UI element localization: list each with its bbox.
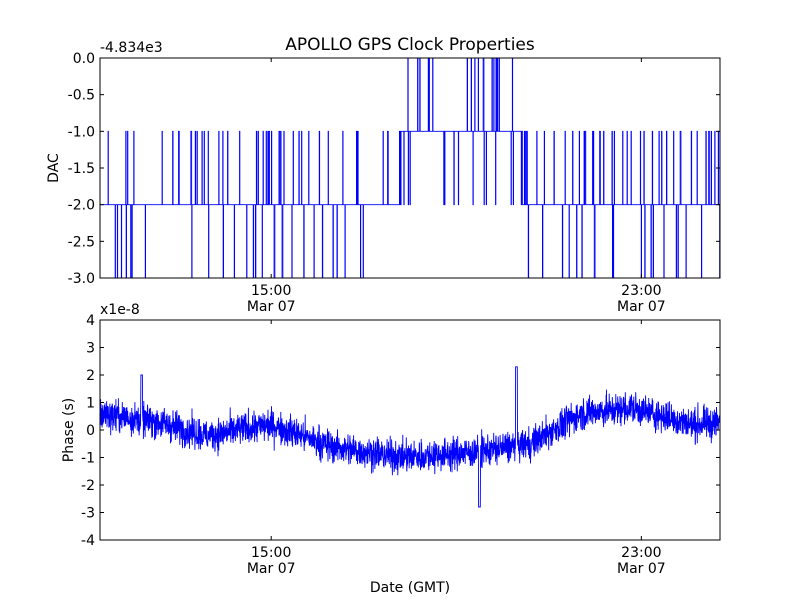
x-tick-time: 15:00 — [251, 545, 291, 561]
axis-offset-label: -4.834e3 — [100, 40, 163, 56]
y-tick-label: 0.0 — [73, 51, 95, 67]
chart-title: APOLLO GPS Clock Properties — [285, 35, 535, 55]
y-tick-label: 3 — [86, 341, 95, 357]
x-tick-date: Mar 07 — [247, 561, 296, 577]
y-axis-label: DAC — [46, 153, 62, 183]
y-axis-label: Phase (s) — [61, 398, 77, 462]
y-tick-label: -1.5 — [68, 161, 95, 177]
y-tick-label: -1.0 — [68, 124, 95, 140]
y-tick-label: -2.0 — [68, 198, 95, 214]
x-tick-date: Mar 07 — [617, 299, 666, 315]
y-tick-label: -3 — [81, 506, 95, 522]
y-tick-label: -3.0 — [68, 271, 95, 287]
x-tick-time: 15:00 — [251, 283, 291, 299]
y-tick-label: 1 — [86, 396, 95, 412]
y-tick-label: 0 — [86, 423, 95, 439]
x-tick-date: Mar 07 — [617, 561, 666, 577]
y-tick-label: -1 — [81, 451, 95, 467]
phase-series-line — [100, 366, 720, 508]
y-tick-label: 4 — [86, 313, 95, 329]
y-tick-label: -2 — [81, 478, 95, 494]
axis-offset-label: x1e-8 — [100, 302, 140, 318]
dac-series-line — [100, 58, 720, 278]
x-tick-date: Mar 07 — [247, 299, 296, 315]
x-axis-label: Date (GMT) — [370, 580, 450, 596]
y-tick-label: -0.5 — [68, 88, 95, 104]
x-tick-time: 23:00 — [621, 283, 661, 299]
y-tick-label: -4 — [81, 533, 95, 549]
y-tick-label: 2 — [86, 368, 95, 384]
y-tick-label: -2.5 — [68, 234, 95, 250]
x-tick-time: 23:00 — [621, 545, 661, 561]
